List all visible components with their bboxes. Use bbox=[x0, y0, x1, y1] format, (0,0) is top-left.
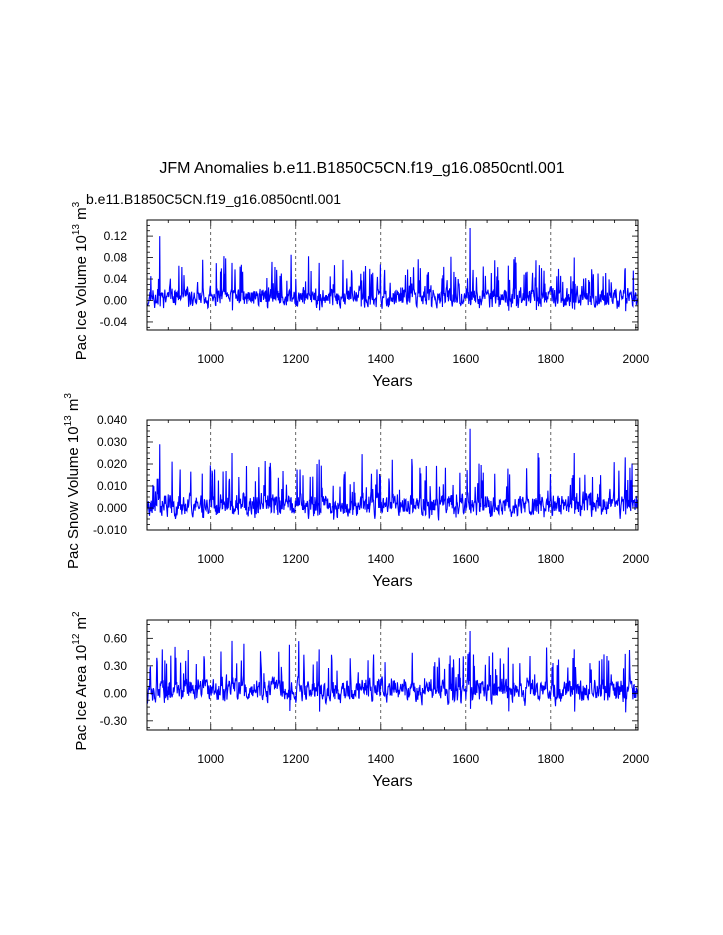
y-tick-label: 0.08 bbox=[104, 251, 128, 265]
y-tick-label: 0.00 bbox=[104, 686, 128, 700]
y-tick-label: 0.010 bbox=[97, 479, 127, 493]
series-line bbox=[146, 630, 639, 713]
x-tick-label: 2000 bbox=[623, 752, 650, 766]
x-axis-label: Years bbox=[372, 773, 412, 790]
x-tick-label: 1200 bbox=[282, 752, 309, 766]
panel-ice-volume: 1000 1200 1400 1600 1800 2000 -0.04 0.00 0.04 0.0… bbox=[71, 201, 650, 390]
series-line bbox=[146, 228, 639, 312]
x-tick-label: 1600 bbox=[452, 552, 479, 566]
x-tick-label: 1000 bbox=[197, 552, 224, 566]
y-tick-label: 0.000 bbox=[97, 501, 127, 515]
series-line bbox=[146, 428, 639, 521]
y-tick-label: 0.00 bbox=[104, 293, 128, 307]
y-tick-label: -0.30 bbox=[100, 714, 128, 728]
x-tick-label: 1800 bbox=[538, 352, 565, 366]
x-tick-label: 1400 bbox=[367, 352, 394, 366]
panel-snow-volume: 1000 1200 1400 1600 1800 2000 -0.010 0.000 0.010… bbox=[63, 393, 650, 590]
figure-subtitle: b.e11.B1850C5CN.f19_g16.0850cntl.001 bbox=[86, 191, 341, 207]
y-tick-label: -0.010 bbox=[93, 523, 127, 537]
plot-frame bbox=[146, 619, 639, 731]
y-tick-label: -0.04 bbox=[100, 315, 128, 329]
x-tick-label: 1200 bbox=[282, 352, 309, 366]
y-tick-label: 0.12 bbox=[104, 229, 128, 243]
y-tick-label: 0.60 bbox=[104, 631, 128, 645]
x-axis-label: Years bbox=[372, 573, 412, 590]
x-tick-label: 1000 bbox=[197, 752, 224, 766]
y-tick-label: 0.020 bbox=[97, 457, 127, 471]
x-tick-label: 1000 bbox=[197, 352, 224, 366]
x-tick-label: 1800 bbox=[538, 752, 565, 766]
x-tick-label: 1400 bbox=[367, 752, 394, 766]
x-tick-label: 1400 bbox=[367, 552, 394, 566]
x-tick-label: 1600 bbox=[452, 352, 479, 366]
y-tick-label: 0.04 bbox=[104, 272, 128, 286]
y-tick-label: 0.030 bbox=[97, 435, 127, 449]
figure-title: JFM Anomalies b.e11.B1850C5CN.f19_g16.08… bbox=[159, 160, 564, 177]
x-tick-label: 2000 bbox=[623, 352, 650, 366]
y-axis-label: Pac Ice Area 1012 m2 bbox=[71, 611, 90, 751]
x-tick-label: 2000 bbox=[623, 552, 650, 566]
panel-ice-area: 1000 1200 1400 1600 1800 2000 -0.30 0.00 0.30 0.6… bbox=[71, 611, 650, 790]
x-tick-label: 1200 bbox=[282, 552, 309, 566]
x-axis-label: Years bbox=[372, 373, 412, 390]
y-axis-label: Pac Ice Volume 1013 m3 bbox=[71, 201, 90, 360]
plot-frame bbox=[146, 219, 639, 331]
x-tick-label: 1800 bbox=[538, 552, 565, 566]
y-axis-label: Pac Snow Volume 1013 m3 bbox=[63, 393, 82, 569]
y-tick-label: 0.040 bbox=[97, 413, 127, 427]
y-tick-label: 0.30 bbox=[104, 659, 128, 673]
x-tick-label: 1600 bbox=[452, 752, 479, 766]
